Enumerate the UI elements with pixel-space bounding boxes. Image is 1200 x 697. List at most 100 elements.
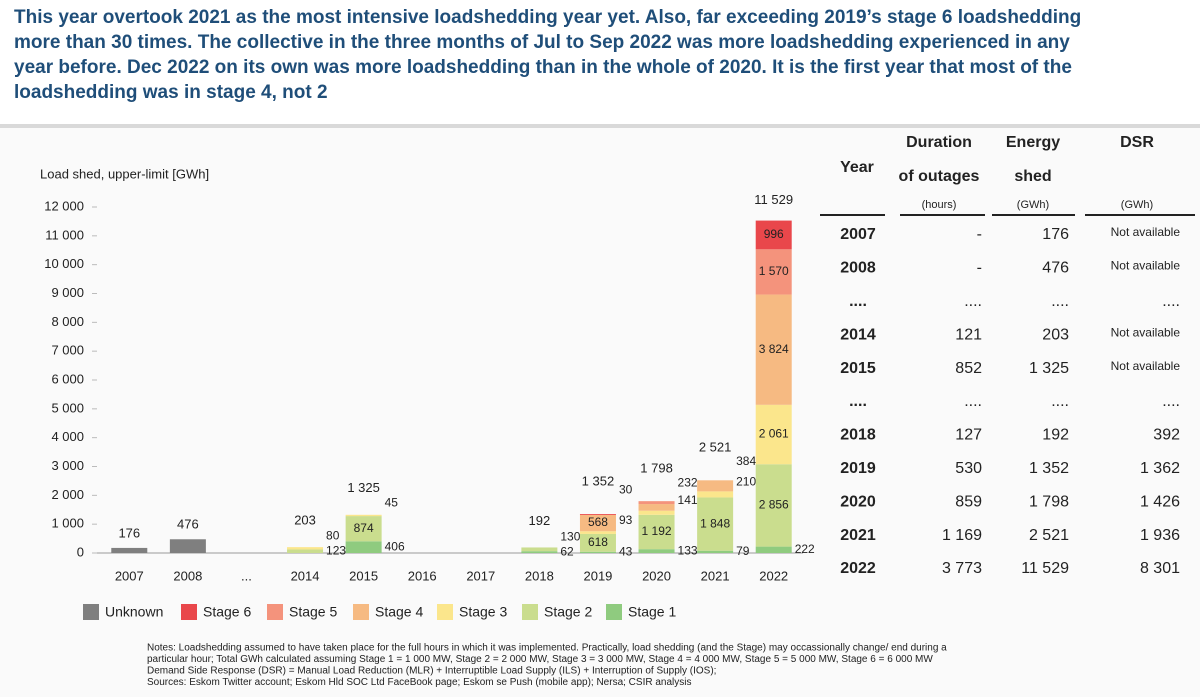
table-cell: 859 bbox=[955, 493, 982, 510]
y-tick-label: 4 000 bbox=[51, 429, 84, 444]
data-label: 79 bbox=[736, 544, 750, 558]
bar-segment bbox=[755, 220, 792, 250]
data-label: 62 bbox=[560, 544, 574, 558]
table-header: shed bbox=[1014, 168, 1051, 185]
x-tick-label: ... bbox=[241, 568, 252, 583]
table-cell: 192 bbox=[1042, 427, 1069, 444]
total-label: 1 352 bbox=[582, 473, 615, 488]
table-cell: Not available bbox=[1111, 259, 1181, 273]
table-cell: 2008 bbox=[840, 260, 876, 277]
data-label: 133 bbox=[678, 543, 698, 557]
bar-segment bbox=[697, 550, 734, 553]
data-label: 93 bbox=[619, 513, 633, 527]
data-label: 222 bbox=[795, 542, 815, 556]
data-label: 43 bbox=[619, 545, 633, 559]
y-tick-label: 8 000 bbox=[51, 314, 84, 329]
bar-segment bbox=[755, 404, 792, 465]
table-cell: 1 169 bbox=[942, 527, 982, 544]
bar-segment bbox=[579, 514, 616, 515]
table-cell: 1 352 bbox=[1029, 460, 1069, 477]
table-header: of outages bbox=[899, 168, 980, 185]
x-tick-label: 2022 bbox=[759, 568, 788, 583]
legend-label: Stage 1 bbox=[628, 604, 676, 620]
table-cell: 176 bbox=[1042, 226, 1069, 243]
data-label: 1 848 bbox=[700, 516, 730, 530]
y-tick-label: 12 000 bbox=[44, 198, 84, 213]
bar-segment bbox=[345, 516, 382, 542]
bar-segment bbox=[697, 497, 734, 551]
table-cell: 1 936 bbox=[1140, 527, 1180, 544]
total-label: 203 bbox=[294, 513, 316, 528]
bar-segment bbox=[697, 480, 734, 492]
legend-label: Stage 5 bbox=[289, 604, 337, 620]
bar-segment bbox=[111, 547, 148, 553]
data-label: 568 bbox=[588, 515, 608, 529]
x-tick-label: 2016 bbox=[408, 568, 437, 583]
note: Notes: Loadshedding assumed to have take… bbox=[147, 643, 947, 654]
table-cell: - bbox=[977, 226, 982, 243]
table-header: (GWh) bbox=[1017, 199, 1049, 211]
data-label: 1 192 bbox=[642, 524, 672, 538]
bar-segment bbox=[755, 464, 792, 547]
table-cell: 1 325 bbox=[1029, 360, 1069, 377]
table-cell: .... bbox=[1162, 393, 1180, 410]
y-tick-label: 9 000 bbox=[51, 285, 84, 300]
table-cell: 2020 bbox=[840, 493, 876, 510]
table-cell: 1 798 bbox=[1029, 493, 1069, 510]
data-label: 130 bbox=[560, 530, 580, 544]
x-tick-label: 2015 bbox=[349, 568, 378, 583]
legend-label: Stage 6 bbox=[203, 604, 251, 620]
note: particular hour; Total GWh calculated as… bbox=[147, 654, 933, 665]
total-label: 1 798 bbox=[640, 461, 673, 476]
data-label: 45 bbox=[385, 496, 399, 510]
headline: more than 30 times. The collective in th… bbox=[14, 32, 1070, 53]
table-cell: .... bbox=[964, 293, 982, 310]
bar-segment bbox=[755, 294, 792, 405]
table-cell: 2021 bbox=[840, 527, 876, 544]
data-label: 618 bbox=[588, 535, 608, 549]
bar-segment bbox=[345, 541, 382, 553]
y-tick-label: 6 000 bbox=[51, 371, 84, 386]
table-cell: .... bbox=[1051, 293, 1069, 310]
bar-segment bbox=[755, 546, 792, 553]
bar-segment bbox=[287, 547, 324, 550]
y-tick-label: 11 000 bbox=[45, 227, 84, 242]
data-label: 384 bbox=[736, 454, 756, 468]
bar-segment bbox=[638, 510, 675, 515]
table-cell: 1 362 bbox=[1140, 460, 1180, 477]
data-label: 1 570 bbox=[759, 264, 789, 278]
table-cell: 1 426 bbox=[1140, 493, 1180, 510]
table-cell: 852 bbox=[955, 360, 982, 377]
table-cell: 3 773 bbox=[942, 560, 982, 577]
x-tick-label: 2019 bbox=[583, 568, 612, 583]
x-tick-label: 2021 bbox=[701, 568, 730, 583]
bar-segment bbox=[579, 551, 616, 553]
x-tick-label: 2018 bbox=[525, 568, 554, 583]
data-label: 232 bbox=[678, 476, 698, 490]
y-tick-label: 7 000 bbox=[51, 343, 84, 358]
total-label: 476 bbox=[177, 517, 199, 532]
bar-segment bbox=[287, 549, 324, 553]
axis-title: Load shed, upper-limit [GWh] bbox=[40, 166, 209, 181]
table-cell: 392 bbox=[1153, 427, 1180, 444]
bar-segment bbox=[521, 547, 558, 552]
table-cell: 121 bbox=[955, 326, 982, 343]
table-cell: .... bbox=[964, 393, 982, 410]
table-cell: 530 bbox=[955, 460, 982, 477]
table-cell: .... bbox=[849, 393, 867, 410]
x-tick-label: 2017 bbox=[466, 568, 495, 583]
table-cell: 2015 bbox=[840, 360, 876, 377]
data-label: 406 bbox=[385, 539, 405, 553]
y-tick-label: 10 000 bbox=[44, 256, 84, 271]
table-cell: .... bbox=[1162, 293, 1180, 310]
table-header: (hours) bbox=[922, 199, 957, 211]
table-cell: 2022 bbox=[840, 560, 876, 577]
table-header: Duration bbox=[906, 134, 972, 151]
data-label: 210 bbox=[736, 475, 756, 489]
table-cell: 2019 bbox=[840, 460, 876, 477]
legend-swatch bbox=[522, 604, 538, 620]
table-cell: 2007 bbox=[840, 226, 876, 243]
bar-segment bbox=[638, 504, 675, 511]
headline: year before. Dec 2022 on its own was mor… bbox=[14, 57, 1072, 78]
